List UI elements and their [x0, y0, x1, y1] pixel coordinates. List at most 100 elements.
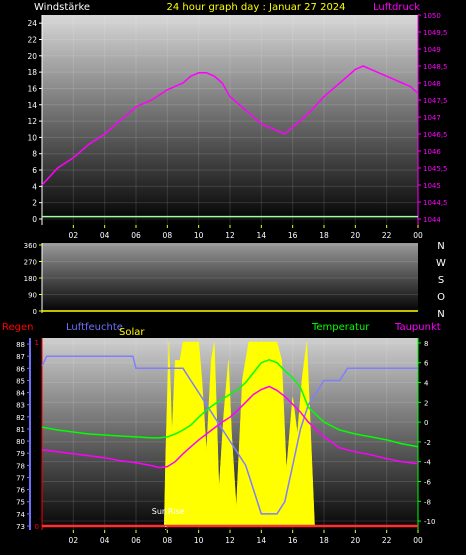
humidity-tick-label: 83	[16, 402, 25, 410]
wind-tick-label: 10	[27, 133, 37, 142]
wind-tick-label: 14	[27, 101, 37, 110]
compass-letter: N	[437, 241, 444, 252]
direction-tick-label: 270	[24, 259, 37, 267]
pressure-line	[41, 65, 419, 186]
direction-tick-label: 360	[24, 242, 37, 250]
temperature-tick-label: -6	[424, 478, 432, 486]
humidity-tick-label: 86	[16, 365, 25, 373]
time-tick-label: 20	[351, 231, 361, 240]
compass-letter: N	[437, 309, 444, 320]
humidity-tick-label: 74	[16, 511, 25, 519]
time-tick-label: 16	[288, 231, 298, 240]
pressure-tick-label: 1050	[423, 12, 441, 20]
temp-humidity-panel: Regen Luftfeuchte Solar Temperatur Taupu…	[2, 322, 441, 545]
time-tick-label: 20	[351, 536, 361, 545]
time-tick-label: 08	[163, 536, 173, 545]
time-tick-label: 12	[225, 536, 235, 545]
pressure-tick-label: 1047,5	[423, 97, 448, 105]
humidity-tick-label: 81	[16, 426, 25, 434]
wind-tick-label: 20	[27, 52, 37, 61]
pressure-title: Luftdruck	[373, 2, 420, 13]
plot-background	[42, 243, 418, 313]
direction-tick-label: 90	[28, 292, 37, 300]
time-tick-label: 18	[319, 536, 329, 545]
humidity-tick-label: 73	[16, 523, 25, 531]
direction-tick-label: 0	[33, 308, 37, 316]
humidity-tick-label: 78	[16, 462, 25, 470]
humidity-tick-label: 79	[16, 450, 25, 458]
time-tick-label: 00	[413, 231, 423, 240]
rain-tick-label: 1	[35, 339, 39, 347]
legend-dewpoint: Taupunkt	[394, 322, 441, 333]
legend-temperature: Temperatur	[311, 322, 370, 333]
pressure-tick-label: 1049,5	[423, 29, 448, 37]
temperature-tick-label: 2	[424, 399, 428, 407]
pressure-tick-label: 1046	[423, 148, 441, 156]
temperature-tick-label: 6	[424, 360, 429, 368]
direction-tick-label: 180	[24, 275, 37, 283]
humidity-tick-label: 80	[16, 438, 25, 446]
direction-axis-ticks: 0 90 180 270 360	[24, 242, 42, 316]
gridlines	[42, 15, 419, 225]
wind-tick-label: 0	[32, 215, 37, 224]
pressure-tick-label: 1045	[423, 182, 441, 190]
time-tick-label: 04	[100, 536, 110, 545]
graph-title: 24 hour graph day : Januar 27 2024	[166, 2, 345, 13]
humidity-tick-label: 87	[16, 353, 25, 361]
wind-tick-label: 6	[32, 166, 37, 175]
humidity-tick-label: 77	[16, 474, 25, 482]
wind-tick-label: 22	[27, 35, 37, 44]
pressure-tick-label: 1049	[423, 46, 441, 54]
time-tick-label: 08	[163, 231, 173, 240]
time-tick-label: 04	[100, 231, 110, 240]
temperature-tick-label: -10	[424, 518, 435, 526]
pressure-tick-label: 1048	[423, 80, 441, 88]
dewpoint-line	[41, 385, 419, 469]
rain-axis-ticks: 01	[35, 339, 39, 531]
compass-letter: W	[436, 258, 446, 269]
sunset-label: Rise	[168, 507, 185, 516]
pressure-tick-label: 1044	[423, 216, 441, 224]
rain-tick-label: 0	[35, 523, 39, 531]
compass-letter: O	[437, 292, 445, 303]
wind-tick-label: 2	[32, 199, 37, 208]
time-axis-ticks: 02 04 06 08 10 12 14 16 18 20 22 00	[69, 530, 423, 545]
humidity-tick-label: 88	[16, 341, 25, 349]
humidity-axis-ticks: 73 74 75 76 77 78 79 80 81 82 83 84 85 86 87 88	[16, 341, 30, 531]
pressure-tick-label: 1045,5	[423, 165, 448, 173]
legend-rain: Regen	[2, 322, 34, 333]
temperature-tick-label: -8	[424, 498, 431, 506]
wind-tick-label: 24	[27, 19, 37, 28]
pressure-axis-ticks: 1044 1044,5 1045 1045,5 1046 1046,5 1047 1047,5…	[418, 12, 448, 224]
temperature-tick-label: 0	[424, 419, 428, 427]
time-tick-label: 06	[131, 536, 141, 545]
humidity-tick-label: 76	[16, 487, 25, 495]
time-tick-label: 22	[382, 231, 392, 240]
time-tick-label: 14	[257, 536, 267, 545]
time-tick-label: 02	[69, 231, 79, 240]
legend-humidity: Luftfeuchte	[66, 322, 123, 333]
temperature-tick-label: -4	[424, 459, 432, 467]
legend-solar: Solar	[119, 327, 145, 338]
solar-area	[42, 341, 418, 527]
pressure-tick-label: 1046,5	[423, 131, 448, 139]
temperature-tick-label: 8	[424, 340, 428, 348]
plot-background	[42, 15, 418, 225]
humidity-tick-label: 85	[16, 377, 25, 385]
temperature-line	[41, 359, 419, 448]
time-axis-ticks: 02 04 06 08 10 12 14 16 18 20 22 00	[69, 225, 423, 240]
wind-tick-label: 4	[32, 182, 37, 191]
time-tick-label: 10	[194, 231, 204, 240]
time-tick-label: 14	[257, 231, 267, 240]
compass-letter: S	[438, 275, 444, 286]
time-tick-label: 02	[69, 536, 79, 545]
humidity-tick-label: 75	[16, 499, 25, 507]
temperature-axis-ticks: 8 6 4 2 0 -2 -4 -6 -8 -10	[418, 340, 435, 526]
humidity-tick-label: 82	[16, 414, 25, 422]
humidity-tick-label: 84	[16, 390, 25, 398]
wind-title: Windstärke	[34, 2, 90, 13]
